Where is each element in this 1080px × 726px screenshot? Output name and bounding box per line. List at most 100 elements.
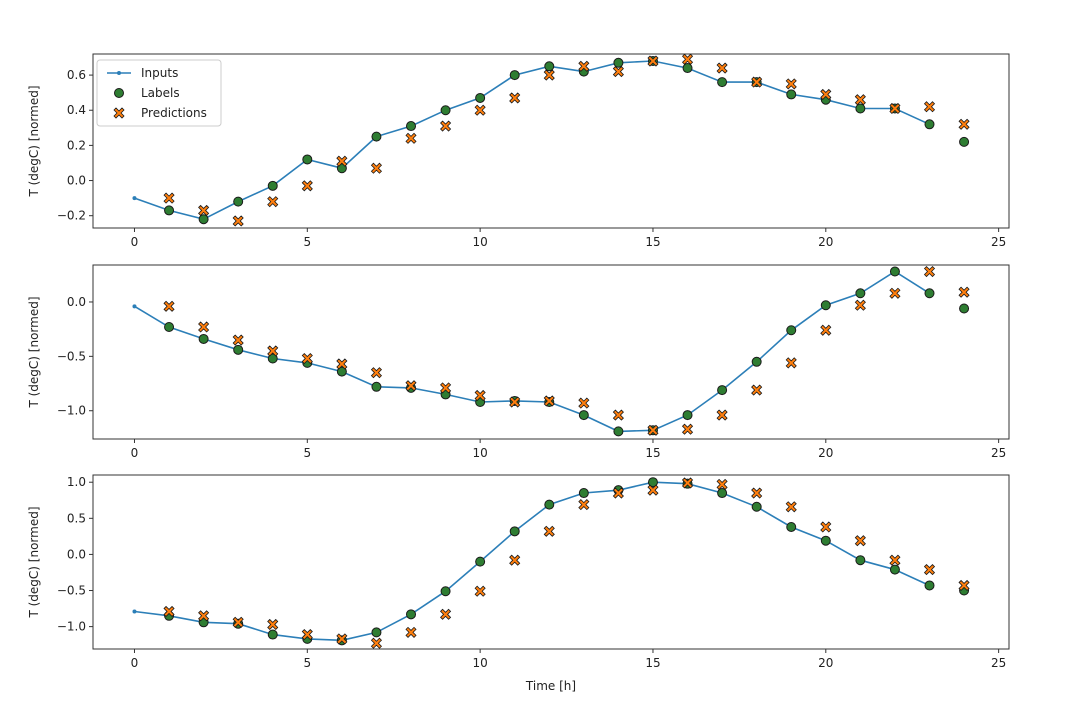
inputs-series-line [134,481,930,642]
labels-point [889,564,900,575]
y-tick-label: 1.0 [67,475,86,489]
labels-point [613,426,624,437]
predictions-point [785,357,797,369]
legend-predictions-label: Predictions [141,106,207,120]
x-tick-label: 10 [472,656,487,670]
plot-area [132,477,970,649]
labels-point [717,77,728,88]
labels-point [924,580,935,591]
x-tick-label: 0 [131,446,139,460]
predictions-point [370,367,383,379]
axes-frame [92,264,1010,440]
predictions-point [163,605,175,618]
subplots: 0 5 10 15 20 25 −0.2 0.0 0.2 0.4 0.6 T (degC) [norm… [27,53,1010,670]
legend-inputs-label: Inputs [141,66,178,80]
labels-point [855,103,866,114]
predictions-point [923,265,936,278]
labels-point [959,303,970,314]
predictions-point [958,579,970,592]
x-tick-label: 25 [991,235,1006,249]
labels-point [820,535,831,546]
plot-area [132,54,970,227]
predictions-point [543,69,555,81]
predictions-point [578,397,590,409]
predictions-point [474,104,486,116]
predictions-point [612,409,624,421]
x-tick-label: 10 [472,446,487,460]
labels-point [198,333,209,344]
labels-point [406,121,417,132]
predictions-point [578,499,590,511]
predictions-point [958,118,970,130]
labels-point [682,63,693,74]
labels-point [475,92,486,103]
predictions-point [647,424,659,436]
inputs-point [132,609,137,614]
predictions-point [785,78,797,90]
legend-inputs-marker [117,71,121,75]
predictions-point [509,554,521,566]
predictions-point [405,380,417,392]
y-tick-label: −1.0 [57,404,86,418]
predictions-point [958,286,970,298]
legend: Inputs Labels Predictions [96,59,222,127]
predictions-point [267,345,279,357]
predictions-point [336,633,348,645]
predictions-point [716,409,728,421]
subplot-2: 0 5 10 15 20 25 −1.0 −0.5 0.0 T (degC) [normed] [27,264,1010,460]
predictions-point [820,521,832,533]
y-tick-label: 0.5 [67,511,86,525]
predictions-point [301,352,313,365]
predictions-point [301,628,313,641]
predictions-point [163,300,175,312]
labels-point [855,555,866,566]
predictions-point [820,324,832,336]
inputs-point [132,304,137,309]
labels-point [406,609,417,620]
labels-point [509,526,520,537]
y-axis-label: T (degC) [normed] [27,85,41,197]
predictions-point [889,554,901,566]
predictions-point [889,287,901,299]
predictions-point [854,299,866,311]
predictions-point [509,92,521,104]
x-tick-label: 5 [303,446,311,460]
x-tick-label: 20 [818,446,833,460]
labels-point [889,266,900,277]
labels-point [302,154,313,165]
predictions-point [889,102,901,115]
predictions-point [751,487,763,499]
labels-point [717,488,728,499]
predictions-point [716,62,728,74]
labels-point [267,629,278,640]
labels-point [820,300,831,311]
predictions-point [474,585,486,597]
legend-frame [96,59,222,127]
predictions-point [578,60,590,72]
labels-point [164,205,175,216]
predictions-point [854,94,866,106]
y-axis-label: T (degC) [normed] [27,506,41,618]
labels-point [198,214,209,225]
predictions-point [820,88,832,100]
x-tick-label: 20 [818,235,833,249]
x-tick-label: 10 [472,235,487,249]
predictions-point [716,478,728,490]
predictions-point [370,162,383,174]
labels-point [786,89,797,100]
y-tick-label: −1.0 [57,620,86,634]
predictions-point [370,637,383,649]
labels-point [164,321,175,332]
labels-point [440,105,451,116]
y-tick-label: −0.2 [57,209,86,223]
legend-labels-label: Labels [141,86,180,100]
labels-point [233,196,244,207]
predictions-point [474,389,486,402]
x-tick-label: 15 [645,446,660,460]
subplot-1: 0 5 10 15 20 25 −0.2 0.0 0.2 0.4 0.6 T (degC) [norm… [27,53,1010,249]
labels-point [371,381,382,392]
x-tick-label: 5 [303,235,311,249]
labels-point [786,325,797,336]
predictions-point [440,382,452,394]
